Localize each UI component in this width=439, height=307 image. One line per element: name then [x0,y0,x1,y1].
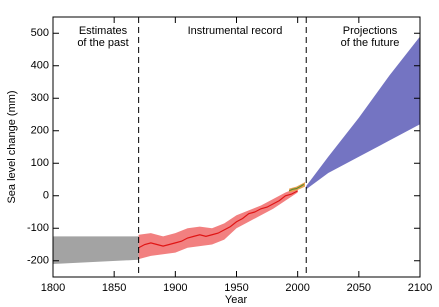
section-label: Projections [343,25,398,37]
y-tick-label: -200 [27,255,49,267]
y-axis-label: Sea level change (mm) [6,90,18,203]
section-label: Estimates [79,25,128,37]
y-tick-label: 300 [31,92,49,104]
y-tick-label: -100 [27,222,49,234]
x-tick-label: 1900 [163,282,187,294]
section-label: of the past [77,37,128,49]
y-tick-label: 400 [31,60,49,72]
y-tick-label: 100 [31,157,49,169]
x-tick-label: 1850 [102,282,126,294]
x-tick-label: 1800 [41,282,65,294]
data-line [138,190,298,249]
y-tick-label: 500 [31,27,49,39]
x-tick-label: 2000 [285,282,309,294]
x-tick-label: 2100 [408,282,432,294]
x-tick-label: 1950 [224,282,248,294]
uncertainty-band [289,182,306,193]
uncertainty-band [53,236,139,264]
section-label: of the future [341,37,400,49]
x-tick-label: 2050 [347,282,371,294]
data-line [288,183,305,192]
section-label: Instrumental record [188,25,283,37]
uncertainty-band [306,36,420,190]
x-axis-label: Year [225,294,248,306]
y-tick-label: 0 [43,190,49,202]
y-tick-label: 200 [31,125,49,137]
uncertainty-band [138,187,298,260]
